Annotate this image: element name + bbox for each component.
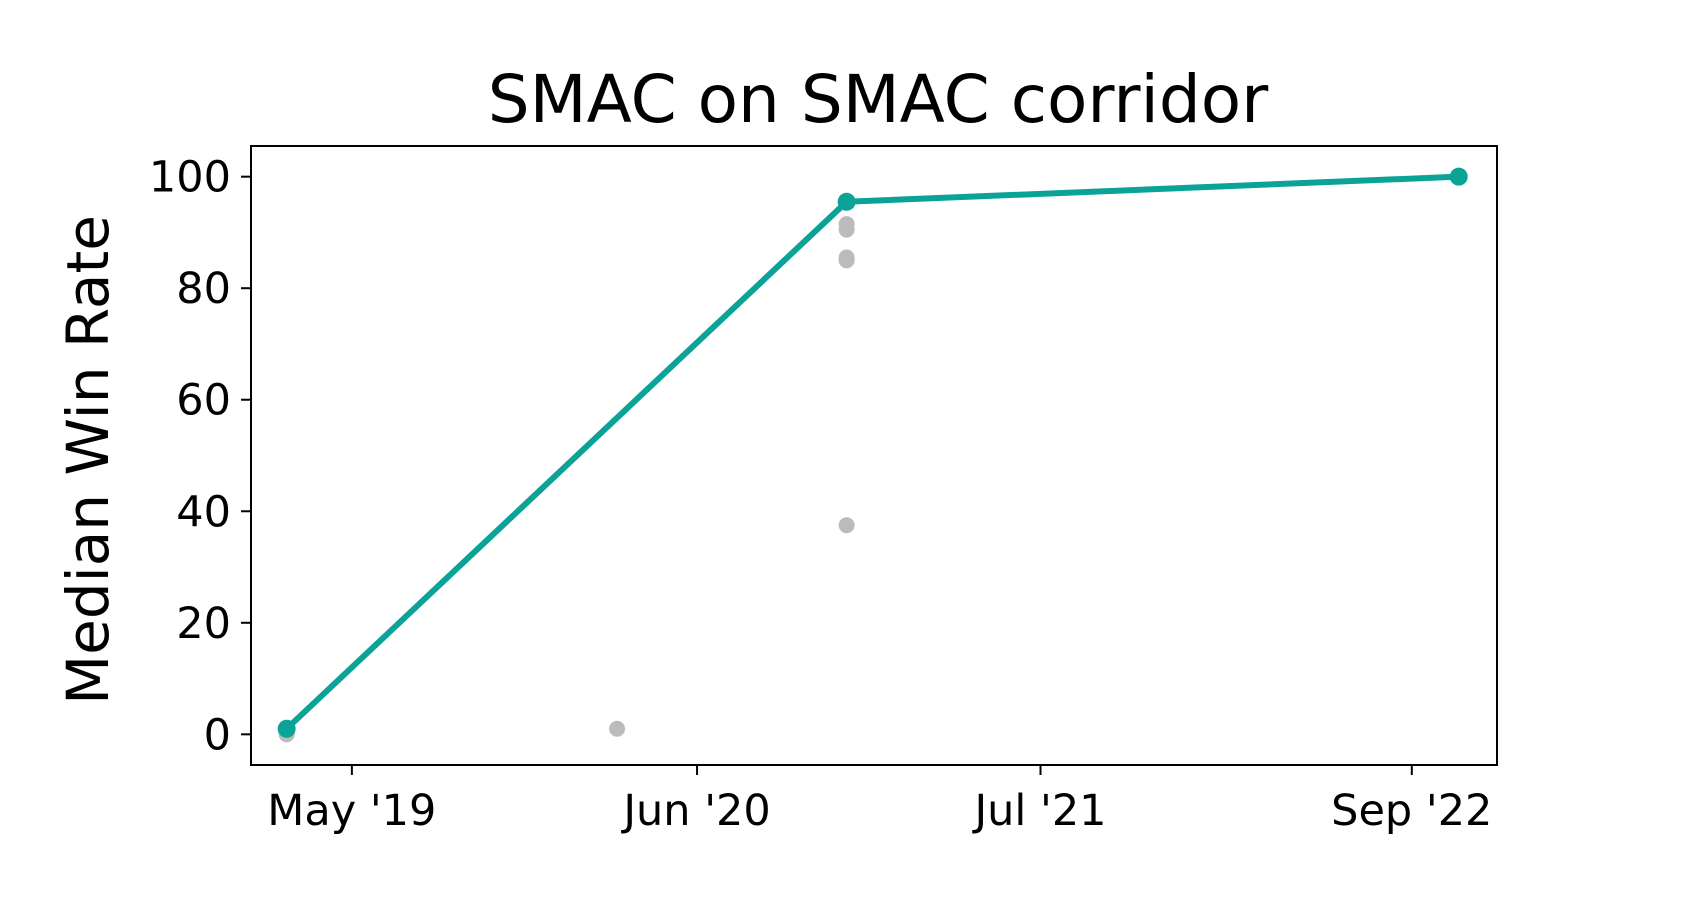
plot-frame — [250, 145, 1498, 766]
y-tick-label: 100 — [149, 153, 231, 203]
x-tick-label: May '19 — [267, 786, 436, 836]
scatter-point — [838, 216, 855, 233]
x-tick-label: Jun '20 — [620, 786, 770, 836]
y-tick-label: 0 — [204, 710, 231, 760]
y-tick-label: 80 — [176, 264, 231, 314]
y-axis-label: Median Win Rate — [54, 215, 122, 705]
y-tick-label: 20 — [176, 599, 231, 649]
scatter-point — [838, 249, 855, 266]
y-tick-label: 40 — [176, 487, 231, 537]
x-axis: May '19 Jun '20 Jul '21 Sep '22 — [267, 765, 1492, 836]
x-tick-label: Sep '22 — [1331, 786, 1492, 836]
series-line — [283, 173, 1462, 732]
scatter-point — [609, 720, 626, 737]
line-marker — [1449, 167, 1468, 186]
line-marker — [837, 192, 856, 211]
scatter-points — [278, 216, 855, 743]
y-tick-label: 60 — [176, 376, 231, 426]
y-axis: 0 20 40 60 80 100 — [149, 153, 251, 760]
series-line-group — [277, 167, 1468, 738]
x-tick-label: Jul '21 — [971, 786, 1106, 836]
line-marker — [277, 719, 296, 738]
chart-title: SMAC on SMAC corridor — [488, 61, 1269, 138]
scatter-point — [838, 517, 855, 534]
